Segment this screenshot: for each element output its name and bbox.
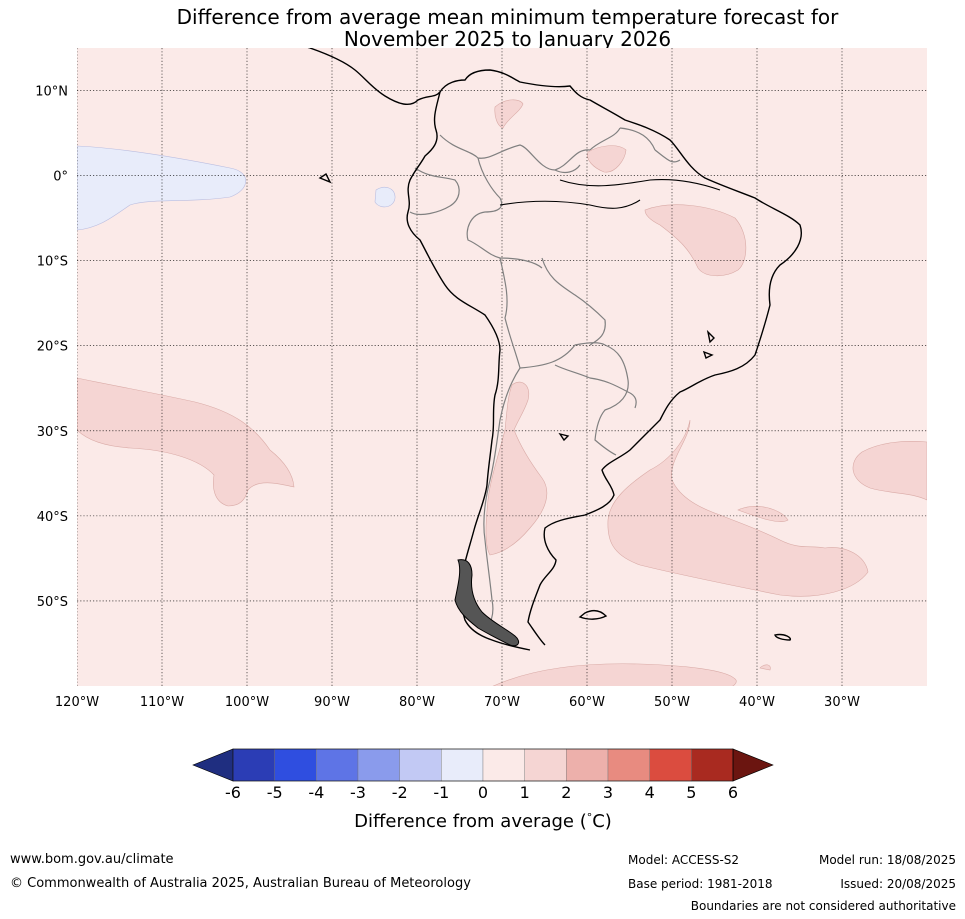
- latitude-labels: 10°N 0° 10°S 20°S 30°S 40°S 50°S: [35, 85, 68, 610]
- copyright: © Commonwealth of Australia 2025, Austra…: [10, 876, 471, 891]
- colorbar-segment: [691, 748, 734, 782]
- anomaly-pacific-cool: [77, 145, 247, 231]
- latitude-label: 0°: [53, 170, 68, 185]
- anomaly-colombia-warm: [494, 99, 524, 129]
- anomaly-galapagos-cool: [374, 186, 396, 208]
- rivers: [499, 179, 721, 209]
- colorbar-tick-label: -5: [267, 783, 283, 802]
- colorbar-segment: [566, 748, 609, 782]
- longitude-labels: 120°W 110°W 100°W 90°W 80°W 70°W 60°W 50°W 40°W 3…: [55, 695, 860, 710]
- graticule: [77, 48, 927, 686]
- colorbar-extend-low: [192, 748, 234, 782]
- longitude-label: 30°W: [824, 695, 860, 710]
- map-title-line-1: Difference from average mean minimum tem…: [176, 5, 839, 29]
- colorbar-tick-label: 2: [561, 783, 571, 802]
- longitude-label: 100°W: [225, 695, 269, 710]
- latitude-label: 10°N: [35, 85, 68, 100]
- colorbar-tick-label: -4: [308, 783, 324, 802]
- colorbar-tick-label: -1: [433, 783, 449, 802]
- bom-url: www.bom.gov.au/climate: [10, 852, 174, 867]
- colorbar-segment: [357, 748, 400, 782]
- chilean-archipelago: [454, 559, 520, 647]
- anomaly-small-warm: [759, 664, 771, 671]
- colorbar-tick-label: -6: [225, 783, 241, 802]
- colorbar-segment: [232, 748, 275, 782]
- longitude-label: 60°W: [569, 695, 605, 710]
- anomaly-argentina-warm: [485, 381, 548, 556]
- colorbar-tick-label: 3: [603, 783, 613, 802]
- colorbar-segment: [649, 748, 692, 782]
- longitude-label: 50°W: [654, 695, 690, 710]
- country-borders: [409, 127, 681, 631]
- anomaly-south-atlantic-east-warm: [852, 441, 927, 501]
- anomaly-guyana-warm: [587, 145, 627, 173]
- model-run: Model run: 18/08/2025: [818, 853, 956, 867]
- colorbar: -6 -5 -4 -3 -2 -1 0 1 2 3 4 5 6: [192, 748, 774, 802]
- anomaly-sw-atlantic-warm: [607, 419, 869, 597]
- latitude-label: 10°S: [37, 255, 68, 270]
- longitude-label: 110°W: [140, 695, 184, 710]
- colorbar-segment: [524, 748, 567, 782]
- colorbar-tick-label: 1: [520, 783, 530, 802]
- map-title-line-2: November 2025 to January 2026: [343, 27, 672, 51]
- colorbar-segment: [316, 748, 359, 782]
- colorbar-segment: [274, 748, 317, 782]
- colorbar-tick-label: -3: [350, 783, 366, 802]
- map-panel: [77, 48, 927, 686]
- anomaly-ne-brazil-warm: [644, 204, 747, 277]
- anomaly-atlantic-streak-warm: [737, 506, 789, 522]
- latitude-label: 50°S: [37, 595, 68, 610]
- colorbar-outline: [232, 748, 734, 782]
- colorbar-segment: [607, 748, 650, 782]
- longitude-label: 90°W: [314, 695, 350, 710]
- anomaly-se-pacific-warm: [77, 377, 295, 507]
- latitude-label: 20°S: [37, 340, 68, 355]
- latitude-label: 30°S: [37, 425, 68, 440]
- model-name: Model: ACCESS-S2: [628, 853, 740, 867]
- issued-date: Issued: 20/08/2025: [840, 877, 956, 891]
- colorbar-tick-label: 6: [728, 783, 738, 802]
- latitude-label: 40°S: [37, 510, 68, 525]
- base-period: Base period: 1981-2018: [628, 877, 773, 891]
- colorbar-segment: [441, 748, 484, 782]
- colorbar-segment: [399, 748, 442, 782]
- longitude-label: 80°W: [399, 695, 435, 710]
- colorbar-tick-label: 5: [686, 783, 696, 802]
- colorbar-tick-label: -2: [392, 783, 408, 802]
- colorbar-segment: [482, 748, 525, 782]
- colorbar-extend-high: [732, 748, 774, 782]
- anomaly-southern-ocean-warm: [492, 663, 737, 686]
- longitude-label: 40°W: [739, 695, 775, 710]
- longitude-label: 120°W: [55, 695, 99, 710]
- colorbar-label: Difference from average (°C): [354, 811, 612, 832]
- colorbar-tick-label: 0: [478, 783, 488, 802]
- colorbar-tick-label: 4: [645, 783, 655, 802]
- boundaries-disclaimer: Boundaries are not considered authoritat…: [690, 899, 956, 913]
- longitude-label: 70°W: [484, 695, 520, 710]
